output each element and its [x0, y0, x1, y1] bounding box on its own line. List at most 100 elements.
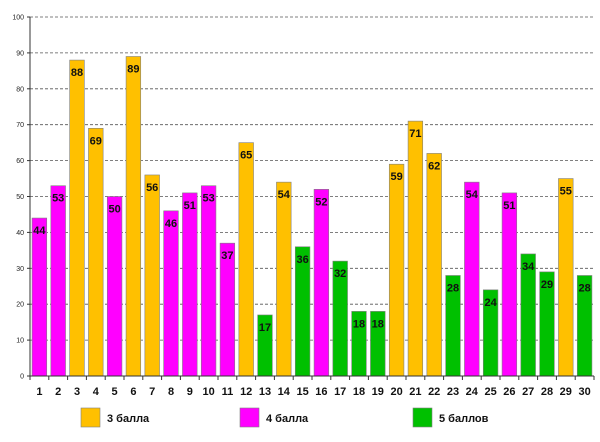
- x-tick-label: 10: [202, 386, 214, 398]
- data-label: 18: [353, 318, 365, 330]
- x-tick-label: 15: [296, 386, 308, 398]
- x-tick-label: 6: [130, 386, 136, 398]
- y-tick-label: 90: [16, 50, 24, 57]
- data-label: 34: [522, 261, 535, 273]
- x-tick-label: 2: [55, 386, 61, 398]
- data-label: 59: [390, 171, 402, 183]
- x-tick-label: 20: [390, 386, 402, 398]
- legend: 3 балла 4 балла 5 баллов: [80, 407, 489, 428]
- bar: [558, 178, 574, 377]
- y-tick-label: 40: [16, 230, 24, 237]
- bar: [426, 153, 442, 377]
- data-label: 89: [127, 63, 139, 75]
- bars: [31, 56, 593, 377]
- data-label: 17: [259, 322, 271, 334]
- x-tick-label: 19: [372, 386, 384, 398]
- bar: [200, 185, 217, 377]
- x-tick-label: 9: [187, 386, 193, 398]
- data-label: 24: [484, 297, 497, 309]
- y-tick-label: 20: [16, 302, 24, 309]
- data-label: 50: [108, 204, 120, 216]
- x-tick-label: 30: [578, 386, 590, 398]
- y-tick-label: 0: [20, 374, 24, 381]
- data-label: 52: [315, 196, 327, 208]
- legend-swatch: [80, 407, 101, 428]
- legend-label: 4 балла: [266, 413, 309, 425]
- x-tick-label: 12: [240, 386, 252, 398]
- bar: [50, 185, 66, 377]
- x-tick-label: 14: [278, 386, 291, 398]
- x-tick-label: 23: [447, 386, 459, 398]
- data-label: 69: [90, 135, 102, 147]
- bar: [182, 192, 198, 377]
- data-label: 51: [503, 200, 515, 212]
- data-label: 88: [71, 67, 83, 79]
- data-label: 65: [240, 150, 252, 162]
- data-label: 37: [221, 250, 233, 262]
- x-tick-label: 26: [503, 386, 515, 398]
- x-tick-label: 4: [93, 386, 100, 398]
- x-tick-label: 1: [36, 386, 42, 398]
- x-tick-label: 27: [522, 386, 534, 398]
- x-tick-label: 16: [315, 386, 327, 398]
- bar: [69, 59, 85, 377]
- y-tick-label: 30: [16, 266, 24, 273]
- legend-swatch: [412, 407, 433, 428]
- x-tick-label: 13: [259, 386, 271, 398]
- y-tick-label: 10: [16, 338, 24, 345]
- bar: [88, 127, 104, 377]
- data-label: 28: [447, 282, 459, 294]
- data-label: 32: [334, 268, 346, 280]
- bar: [219, 242, 236, 377]
- data-label: 44: [33, 225, 46, 237]
- data-label: 62: [428, 160, 440, 172]
- data-label: 54: [278, 189, 291, 201]
- bar: [464, 181, 480, 377]
- x-tick-label: 28: [541, 386, 553, 398]
- legend-swatch: [239, 407, 260, 428]
- data-label: 53: [202, 193, 214, 205]
- gridlines: [30, 16, 594, 341]
- data-label: 29: [541, 279, 553, 291]
- bar: [31, 217, 48, 377]
- x-tick-label: 8: [168, 386, 174, 398]
- data-label: 53: [52, 193, 64, 205]
- bar: [163, 210, 179, 377]
- x-tick-label: 25: [484, 386, 496, 398]
- data-label: 54: [466, 189, 479, 201]
- x-tick-label: 18: [353, 386, 365, 398]
- x-tick-label: 7: [149, 386, 155, 398]
- x-tick-label: 22: [428, 386, 440, 398]
- bar: [407, 120, 424, 377]
- data-label: 55: [560, 186, 572, 198]
- y-tick-label: 100: [12, 15, 24, 22]
- legend-label: 3 балла: [107, 413, 150, 425]
- x-tick-label: 17: [334, 386, 346, 398]
- data-label: 28: [578, 282, 590, 294]
- data-label: 51: [184, 200, 196, 212]
- bar: [294, 246, 311, 377]
- x-tick-label: 3: [74, 386, 80, 398]
- x-tick-label: 29: [560, 386, 572, 398]
- x-tick-label: 21: [409, 386, 421, 398]
- data-labels: 44 53 88 69 50 89 56 46 51 53 37 65 17 54 36 52 32 18 18 59…: [33, 63, 590, 333]
- bar: [238, 142, 254, 377]
- bar: [125, 56, 142, 377]
- bar: [144, 174, 160, 377]
- bar: [501, 192, 518, 377]
- data-label: 18: [372, 318, 384, 330]
- data-label: 46: [165, 218, 177, 230]
- data-label: 36: [296, 254, 308, 266]
- y-tick-label: 60: [16, 158, 24, 165]
- bar: [313, 189, 330, 377]
- y-tick-label: 70: [16, 122, 24, 129]
- x-tick-label: 24: [466, 386, 479, 398]
- x-tick-label: 11: [222, 386, 234, 398]
- bar: [388, 163, 405, 377]
- data-label: 56: [146, 182, 158, 194]
- y-tick-label: 50: [16, 194, 24, 201]
- data-label: 71: [409, 128, 421, 140]
